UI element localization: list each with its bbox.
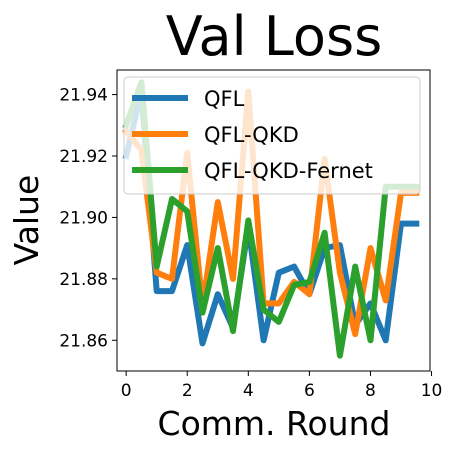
x-axis-title: Comm. Round bbox=[158, 404, 391, 443]
x-tick-label: 0 bbox=[121, 381, 132, 401]
legend-box bbox=[123, 76, 421, 195]
plot-frame bbox=[116, 69, 431, 372]
y-tick-label: 21.94 bbox=[59, 86, 108, 106]
x-tick-label: 8 bbox=[365, 381, 376, 401]
series-line-1 bbox=[122, 88, 420, 347]
x-tick-label: 4 bbox=[243, 381, 254, 401]
y-tick-label: 21.90 bbox=[59, 208, 108, 228]
legend: QFL QFL-QKD QFL-QKD-Fernet bbox=[123, 76, 421, 195]
y-tick-label: 21.92 bbox=[59, 147, 108, 167]
y-tick-label: 21.86 bbox=[59, 331, 108, 351]
x-tick-label: 6 bbox=[304, 381, 315, 401]
legend-label-3: QFL-QKD-Fernet bbox=[204, 159, 373, 183]
y-tick-label: 21.88 bbox=[59, 270, 108, 290]
x-tick-label: 2 bbox=[182, 381, 193, 401]
y-axis-title: Value bbox=[7, 175, 46, 266]
legend-label-1: QFL bbox=[204, 87, 245, 111]
chart-title: Val Loss bbox=[166, 5, 382, 68]
series-line-3 bbox=[122, 79, 420, 359]
x-tick-label: 10 bbox=[421, 381, 443, 401]
legend-label-2: QFL-QKD bbox=[204, 123, 299, 147]
series-line-2 bbox=[121, 88, 420, 338]
